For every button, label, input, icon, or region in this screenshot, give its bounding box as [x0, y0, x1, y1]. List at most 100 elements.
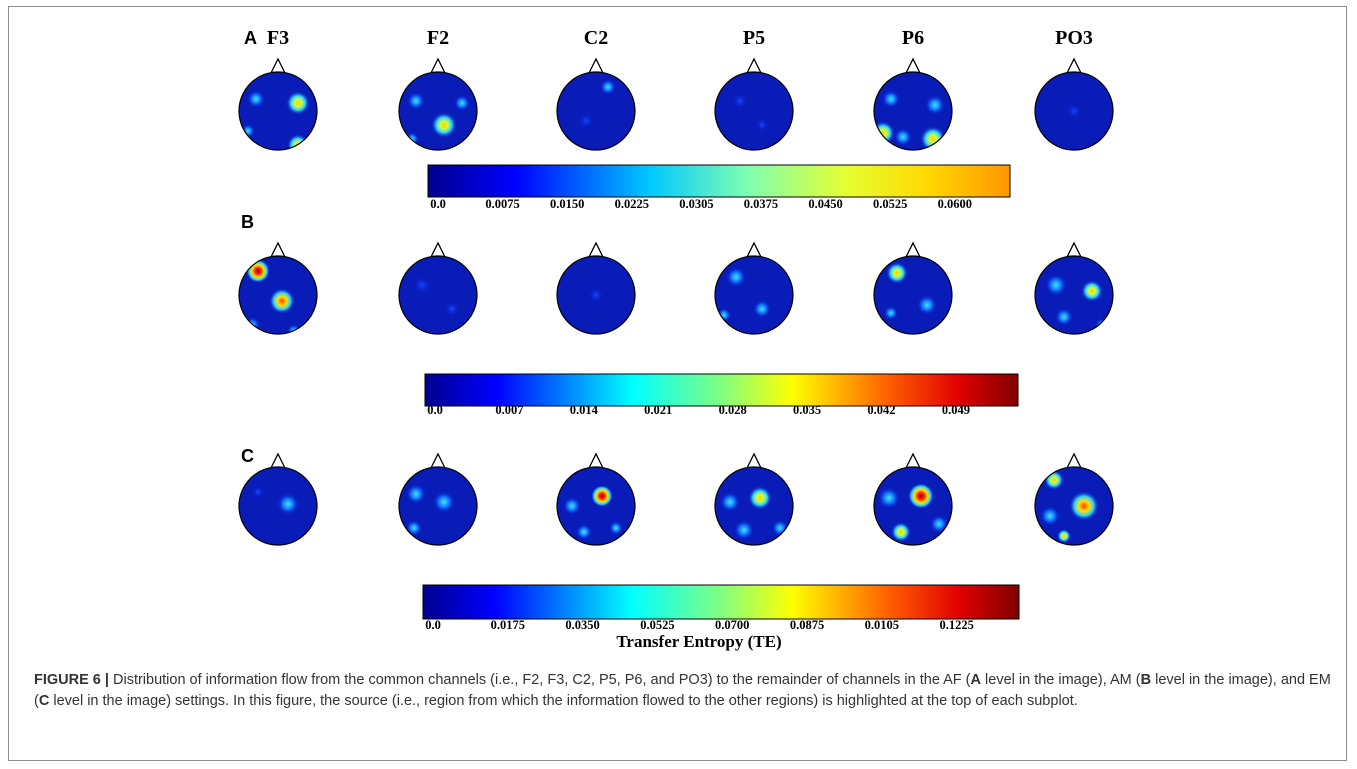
activation-spot	[563, 497, 581, 515]
topomap-activation	[884, 262, 937, 320]
topomap-activation	[588, 287, 604, 303]
nose-marker	[588, 241, 604, 258]
topomap-activation	[1066, 103, 1082, 119]
topomap-outline	[714, 255, 794, 335]
activation-spot	[1045, 274, 1067, 296]
nose-marker	[746, 57, 762, 74]
colorbar-tick-label: 0.0105	[865, 618, 899, 632]
topomap-outline	[556, 71, 636, 151]
activation-spot	[600, 79, 616, 95]
activation-spot	[925, 95, 945, 115]
topomap-outline	[873, 255, 953, 335]
activation-spot	[1057, 529, 1071, 543]
topomap-activation	[878, 483, 948, 542]
topomap-outline	[238, 466, 318, 546]
colorbar	[422, 584, 1020, 620]
caption-bold-c: C	[38, 693, 50, 709]
topomap-head	[557, 72, 635, 150]
colorbar-tick-label: 0.0525	[873, 197, 907, 211]
colorbar-tick-label: 0.0	[427, 403, 443, 417]
nose-marker	[588, 452, 604, 469]
activation-spot	[930, 515, 948, 533]
activation-spot	[269, 288, 295, 314]
figure-caption: FIGURE 6 | Distribution of information f…	[34, 670, 1334, 712]
topomap-activation	[1040, 470, 1099, 543]
topomap-head	[399, 72, 477, 150]
colorbar-tick-label: 0.0600	[938, 197, 972, 211]
channel-label: P6	[902, 27, 924, 49]
colorbar-tick-label: 0.0350	[565, 618, 599, 632]
activation-spot	[748, 486, 772, 510]
activation-spot	[433, 491, 455, 513]
activation-spot	[755, 118, 769, 132]
colorbar-tick-label: 0.035	[793, 403, 821, 417]
nose-marker	[1066, 241, 1082, 258]
activation-spot	[277, 493, 299, 515]
nose-marker	[430, 241, 446, 258]
topomap-head	[715, 72, 793, 150]
channel-label: F3	[267, 27, 289, 49]
colorbar-tick-label: 0.014	[570, 403, 599, 417]
activation-spot	[588, 287, 604, 303]
activation-spot	[431, 112, 457, 138]
nose-marker	[905, 452, 921, 469]
colorbar-tick-label: 0.0	[425, 618, 441, 632]
activation-spot	[720, 492, 740, 512]
colorbar-tick-label: 0.0450	[808, 197, 842, 211]
colorbar-tick-label: 0.0175	[491, 618, 525, 632]
topomap-outline	[398, 255, 478, 335]
activation-spot	[406, 484, 426, 504]
activation-spot	[413, 276, 431, 294]
colorbar-tick-label: 0.042	[867, 403, 895, 417]
activation-spot	[753, 300, 771, 318]
activation-spot	[591, 485, 613, 507]
nose-marker	[905, 241, 921, 258]
activation-spot	[917, 295, 937, 315]
activation-spot	[576, 524, 592, 540]
activation-spot	[732, 93, 748, 109]
figure-frame: A F3 F2 C2 P5 P6 PO3 B C 0.0 0.0075 0.0150 0.0225 0.0…	[8, 6, 1347, 761]
colorbar-tick-label: 0.049	[942, 403, 970, 417]
colorbar-tick-label: 0.0	[430, 197, 446, 211]
panel-label: A	[244, 28, 257, 48]
caption-bold-b: B	[1140, 672, 1152, 688]
activation-spot	[886, 262, 908, 284]
activation-spot	[894, 128, 912, 146]
topomap-activation	[405, 92, 470, 146]
nose-marker	[746, 452, 762, 469]
topomap-activation	[413, 276, 460, 317]
colorbar-tick-label: 0.0875	[790, 618, 824, 632]
activation-spot	[1040, 506, 1060, 526]
figure-graphic: A F3 F2 C2 P5 P6 PO3 B C 0.0 0.0075 0.0150 0.0225 0.0…	[238, 27, 1114, 651]
nose-marker	[430, 452, 446, 469]
activation-spot	[251, 485, 265, 499]
activation-spot	[878, 487, 900, 509]
topomap-outline	[238, 71, 318, 151]
colorbar-tick-label: 0.0305	[679, 197, 713, 211]
nose-marker	[270, 452, 286, 469]
colorbar-tick-label: 0.0150	[550, 197, 584, 211]
activation-spot	[1066, 103, 1082, 119]
activation-spot	[891, 522, 911, 542]
activation-spot	[1081, 280, 1103, 302]
activation-spot	[444, 301, 460, 317]
nose-marker	[1066, 452, 1082, 469]
nose-marker	[588, 57, 604, 74]
nose-marker	[270, 57, 286, 74]
colorbar-tick-label: 0.0700	[715, 618, 749, 632]
colorbar-tick-label: 0.1225	[939, 618, 973, 632]
activation-spot	[726, 267, 746, 287]
panel-label: C	[241, 446, 254, 466]
nose-marker	[1066, 57, 1082, 74]
figure-label: FIGURE 6 |	[34, 672, 109, 688]
activation-spot	[246, 259, 270, 283]
activation-spot	[734, 520, 754, 540]
activation-spot	[244, 317, 260, 333]
colorbar-tick-label: 0.0075	[485, 197, 519, 211]
caption-text-2: level in the image), AM (	[981, 672, 1141, 688]
activation-spot	[1055, 308, 1073, 326]
nose-marker	[430, 57, 446, 74]
topomap-outline	[714, 466, 794, 546]
topomap-outline	[1034, 255, 1114, 335]
nose-marker	[746, 241, 762, 258]
